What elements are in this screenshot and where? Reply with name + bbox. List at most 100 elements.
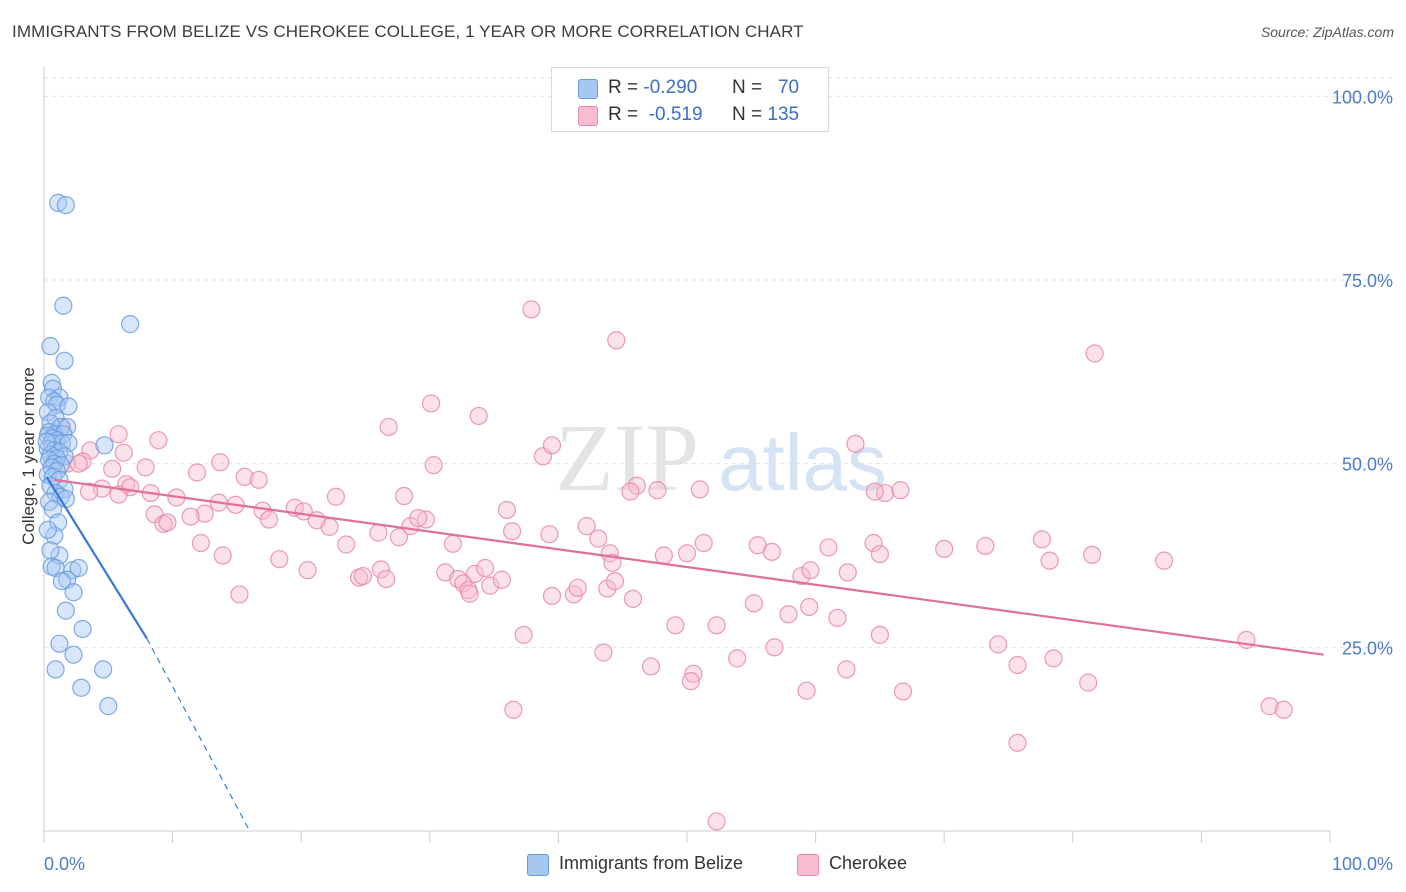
cherokee-point <box>568 578 587 597</box>
legend-n-label: N = <box>732 104 763 125</box>
cherokee-point <box>870 544 890 564</box>
cherokee-point <box>690 480 709 499</box>
legend-row-belize: R = -0.290 N = 70 <box>552 75 828 101</box>
cherokee-point <box>819 538 838 557</box>
cherokee-point <box>577 517 596 536</box>
cherokee-point <box>1040 551 1059 570</box>
belize-point <box>94 660 113 679</box>
watermark-zip: ZIP <box>555 404 699 511</box>
cherokee-point <box>621 482 640 501</box>
cherokee-point <box>235 467 254 487</box>
cherokee-point <box>800 597 819 617</box>
cherokee-point <box>870 625 890 644</box>
cherokee-point <box>158 513 177 532</box>
cherokee-point <box>298 561 317 580</box>
legend-n-value: 70 <box>777 77 800 98</box>
cherokee-point <box>424 456 443 475</box>
cherokee-point <box>594 643 613 662</box>
y-tick-label: 100.0% <box>1332 87 1393 107</box>
belize-point <box>37 432 56 451</box>
cherokee-point <box>598 579 617 598</box>
cherokee-point <box>443 534 463 553</box>
belize-point <box>50 634 69 653</box>
cherokee-point <box>1260 697 1279 716</box>
cherokee-point <box>353 566 373 586</box>
grid-lines <box>44 77 1392 648</box>
cherokee-point <box>989 635 1008 654</box>
cherokee-point <box>379 417 398 437</box>
legend-n-value: 135 <box>767 104 800 125</box>
cherokee-point <box>1044 649 1063 668</box>
cherokee-point <box>1008 655 1027 675</box>
cherokee-point <box>666 616 685 635</box>
y-tick-label: 50.0% <box>1342 455 1393 475</box>
cherokee-point <box>114 443 133 462</box>
source-label: Source: ZipAtlas.com <box>1260 24 1394 40</box>
cherokee-point <box>846 434 865 453</box>
cherokee-point <box>187 463 207 482</box>
cherokee-point <box>497 500 517 520</box>
legend-r-label: R = <box>608 77 639 98</box>
cherokee-point <box>976 536 995 556</box>
cherokee-point <box>801 561 820 580</box>
legend-row-cherokee: R = -0.519 N = 135 <box>552 102 828 128</box>
legend-r-value: -0.290 <box>643 77 698 98</box>
cherokee-point <box>149 431 168 450</box>
cherokee-point <box>103 459 122 478</box>
x-tick-label-min: 0.0% <box>44 854 85 874</box>
cherokee-point <box>865 482 884 501</box>
cherokee-point <box>891 481 910 500</box>
legend-swatch-cherokee <box>578 106 598 126</box>
chart-title: IMMIGRANTS FROM BELIZE VS CHEROKEE COLLE… <box>12 22 804 41</box>
cherokee-point <box>589 529 608 548</box>
cherokee-point <box>677 544 697 563</box>
cherokee-point <box>469 406 488 426</box>
watermark-atlas: atlas <box>718 418 887 507</box>
cherokee-point <box>605 572 625 591</box>
cherokee-point <box>1155 551 1174 570</box>
belize-point <box>46 660 65 679</box>
cherokee-point <box>864 533 883 553</box>
cherokee-point <box>792 566 811 586</box>
cherokee-point <box>249 470 268 489</box>
cherokee-point <box>1085 344 1104 363</box>
cherokee-point <box>270 550 289 569</box>
bottom-legend-label: Cherokee <box>829 853 908 873</box>
cherokee-point <box>409 508 428 528</box>
tick-labels: 25.0% 50.0% 75.0% 100.0% 0.0% 100.0% <box>44 87 1393 874</box>
cherokee-point <box>694 533 713 553</box>
cherokee-point <box>522 300 541 319</box>
belize-point <box>52 572 72 591</box>
cherokee-point <box>191 533 210 553</box>
cherokee-point <box>1082 545 1102 564</box>
cherokee-point <box>728 649 747 668</box>
cherokee-point <box>707 616 726 635</box>
y-tick-label: 25.0% <box>1342 638 1393 658</box>
cherokee-point <box>416 510 436 529</box>
cherokee-point <box>838 563 857 582</box>
belize-point <box>41 541 60 560</box>
cherokee-point <box>1008 733 1027 752</box>
belize-point <box>56 601 75 620</box>
cherokee-trend-line <box>54 478 1324 656</box>
legend-n-label: N = <box>732 77 763 98</box>
belize-trend-line <box>45 476 148 640</box>
cherokee-point <box>136 458 155 477</box>
cherokee-point <box>326 487 346 506</box>
x-tick-label-max: 100.0% <box>1332 854 1393 874</box>
trend-lines <box>45 476 1324 832</box>
cherokee-point <box>259 510 279 529</box>
cherokee-point <box>837 660 856 679</box>
cherokee-point <box>337 535 356 554</box>
cherokee-point <box>369 523 388 542</box>
belize-point <box>121 315 140 334</box>
cherokee-point <box>641 657 661 676</box>
cherokee-point <box>828 608 847 628</box>
cherokee-point <box>1274 700 1293 719</box>
belize-point <box>38 520 57 539</box>
belize-trend-extension <box>146 638 251 832</box>
series-belize-points <box>37 193 140 716</box>
cherokee-point <box>376 569 396 589</box>
legend-swatch-belize <box>578 79 598 99</box>
